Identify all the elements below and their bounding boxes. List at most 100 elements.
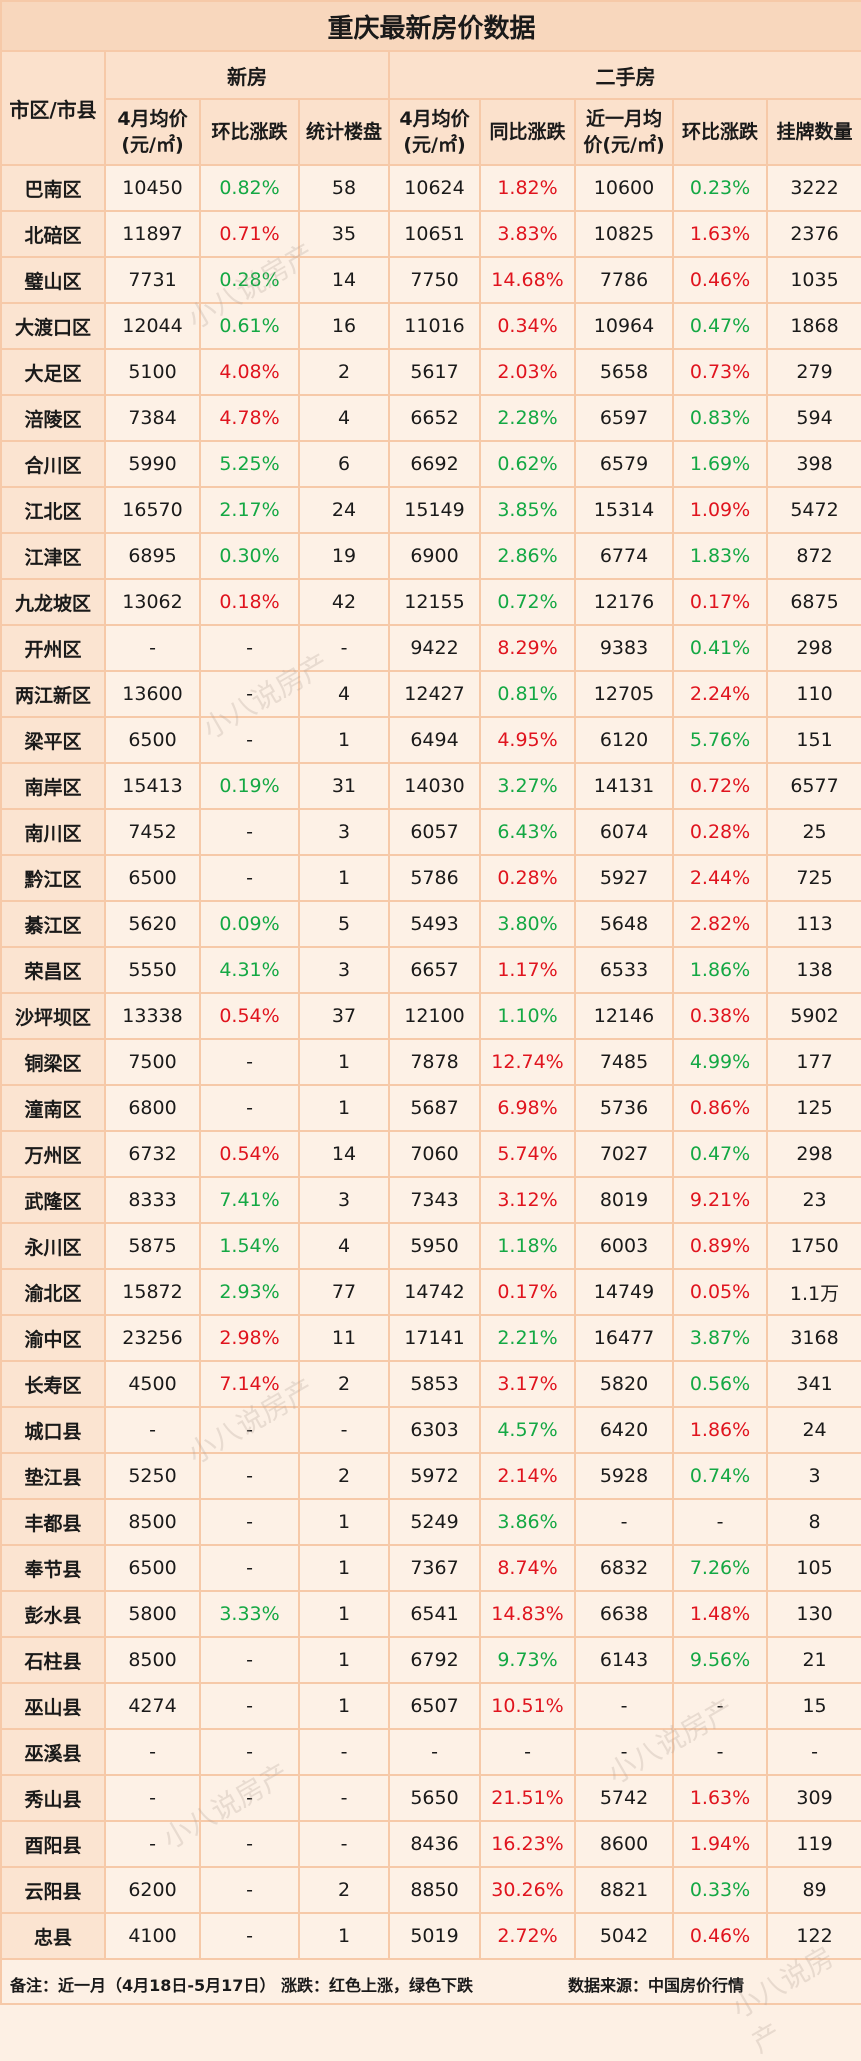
- table-row: 长寿区 4500 7.14% 2 5853 3.17% 5820 0.56% 341: [0, 1360, 861, 1408]
- second-hand-recent-price: 12705: [574, 670, 674, 718]
- new-avg-price: 5100: [104, 348, 201, 396]
- new-mom-change: 5.25%: [199, 440, 300, 488]
- table-row: 北碚区 11897 0.71% 35 10651 3.83% 10825 1.63% 2376: [0, 210, 861, 258]
- second-hand-recent-price: 8821: [574, 1866, 674, 1914]
- second-hand-mom-change: 0.46%: [672, 1912, 768, 1960]
- new-project-count: 14: [298, 1130, 390, 1178]
- second-hand-avg-price: 5950: [388, 1222, 481, 1270]
- new-mom-change: 0.09%: [199, 900, 300, 948]
- second-hand-mom-change: 0.89%: [672, 1222, 768, 1270]
- new-mom-change: 4.08%: [199, 348, 300, 396]
- second-hand-mom-change: 0.83%: [672, 394, 768, 442]
- second-hand-recent-price: 10964: [574, 302, 674, 350]
- second-hand-avg-price: 5019: [388, 1912, 481, 1960]
- header-sh-recent-price: 近一月均 价(元/㎡): [574, 98, 674, 166]
- new-mom-change: 0.71%: [199, 210, 300, 258]
- district-name: 奉节县: [0, 1544, 106, 1592]
- second-hand-yoy-change: 2.28%: [479, 394, 576, 442]
- district-name: 垫江县: [0, 1452, 106, 1500]
- district-name: 铜梁区: [0, 1038, 106, 1086]
- second-hand-recent-price: 7485: [574, 1038, 674, 1086]
- district-name: 永川区: [0, 1222, 106, 1270]
- new-mom-change: 1.54%: [199, 1222, 300, 1270]
- new-avg-price: 6200: [104, 1866, 201, 1914]
- new-project-count: 1: [298, 1636, 390, 1684]
- second-hand-recent-price: -: [574, 1498, 674, 1546]
- new-project-count: 6: [298, 440, 390, 488]
- new-project-count: 42: [298, 578, 390, 626]
- second-hand-yoy-change: 3.27%: [479, 762, 576, 810]
- new-project-count: -: [298, 624, 390, 672]
- new-avg-price: 7731: [104, 256, 201, 304]
- listing-count: 15: [765, 1682, 861, 1730]
- table-row: 奉节县 6500-1 7367 8.74% 6832 7.26% 105: [0, 1544, 861, 1592]
- district-name: 开州区: [0, 624, 106, 672]
- second-hand-recent-price: 12176: [574, 578, 674, 626]
- second-hand-yoy-change: 14.83%: [479, 1590, 576, 1638]
- header-sh-avg-line1: 4月均价: [399, 108, 470, 130]
- listing-count: 398: [765, 440, 861, 488]
- second-hand-yoy-change: 0.28%: [479, 854, 576, 902]
- new-project-count: 4: [298, 670, 390, 718]
- second-hand-recent-price: 6774: [574, 532, 674, 580]
- new-avg-price: 10450: [104, 164, 201, 212]
- table-row: 铜梁区 7500-1 7878 12.74% 7485 4.99% 177: [0, 1038, 861, 1086]
- listing-count: 8: [765, 1498, 861, 1546]
- second-hand-yoy-change: 21.51%: [479, 1774, 576, 1822]
- district-name: 江津区: [0, 532, 106, 580]
- second-hand-mom-change: 0.73%: [672, 348, 768, 396]
- new-mom-change: 0.82%: [199, 164, 300, 212]
- second-hand-recent-price: 5820: [574, 1360, 674, 1408]
- second-hand-mom-change: 0.23%: [672, 164, 768, 212]
- second-hand-mom-change: 0.41%: [672, 624, 768, 672]
- listing-count: 1750: [765, 1222, 861, 1270]
- second-hand-yoy-change: 4.95%: [479, 716, 576, 764]
- listing-count: 125: [765, 1084, 861, 1132]
- listing-count: 122: [765, 1912, 861, 1960]
- new-avg-price: -: [104, 1774, 201, 1822]
- second-hand-mom-change: 1.86%: [672, 1406, 768, 1454]
- new-avg-price: 13338: [104, 992, 201, 1040]
- new-mom-change: 0.54%: [199, 992, 300, 1040]
- second-hand-mom-change: 0.17%: [672, 578, 768, 626]
- new-project-count: 2: [298, 1452, 390, 1500]
- district-name: 黔江区: [0, 854, 106, 902]
- second-hand-recent-price: 16477: [574, 1314, 674, 1362]
- second-hand-mom-change: 1.63%: [672, 1774, 768, 1822]
- district-name: 江北区: [0, 486, 106, 534]
- new-project-count: -: [298, 1774, 390, 1822]
- table-row: 九龙坡区 13062 0.18% 42 12155 0.72% 12176 0.17% 6875: [0, 578, 861, 626]
- second-hand-yoy-change: 4.57%: [479, 1406, 576, 1454]
- second-hand-mom-change: 1.83%: [672, 532, 768, 580]
- second-hand-recent-price: 6832: [574, 1544, 674, 1592]
- second-hand-recent-price: 6003: [574, 1222, 674, 1270]
- second-hand-mom-change: 0.86%: [672, 1084, 768, 1132]
- new-avg-price: 8500: [104, 1636, 201, 1684]
- header-new-mom: 环比涨跌: [199, 98, 300, 166]
- second-hand-recent-price: 8600: [574, 1820, 674, 1868]
- second-hand-recent-price: 6143: [574, 1636, 674, 1684]
- new-avg-price: 7452: [104, 808, 201, 856]
- second-hand-avg-price: 12427: [388, 670, 481, 718]
- second-hand-recent-price: 5928: [574, 1452, 674, 1500]
- new-mom-change: -: [199, 1728, 300, 1776]
- second-hand-yoy-change: 0.62%: [479, 440, 576, 488]
- district-name: 忠县: [0, 1912, 106, 1960]
- second-hand-recent-price: 10600: [574, 164, 674, 212]
- second-hand-avg-price: 5493: [388, 900, 481, 948]
- new-mom-change: -: [199, 1866, 300, 1914]
- district-name: 丰都县: [0, 1498, 106, 1546]
- new-avg-price: 6895: [104, 532, 201, 580]
- second-hand-mom-change: 9.56%: [672, 1636, 768, 1684]
- second-hand-mom-change: 0.05%: [672, 1268, 768, 1316]
- new-avg-price: 13062: [104, 578, 201, 626]
- second-hand-yoy-change: 8.29%: [479, 624, 576, 672]
- new-mom-change: 0.28%: [199, 256, 300, 304]
- header-sh-listings: 挂牌数量: [765, 98, 861, 166]
- listing-count: 151: [765, 716, 861, 764]
- district-name: 九龙坡区: [0, 578, 106, 626]
- second-hand-avg-price: 10651: [388, 210, 481, 258]
- district-name: 北碚区: [0, 210, 106, 258]
- listing-count: 3222: [765, 164, 861, 212]
- table-row: 渝北区 15872 2.93% 77 14742 0.17% 14749 0.05% 1.1万: [0, 1268, 861, 1316]
